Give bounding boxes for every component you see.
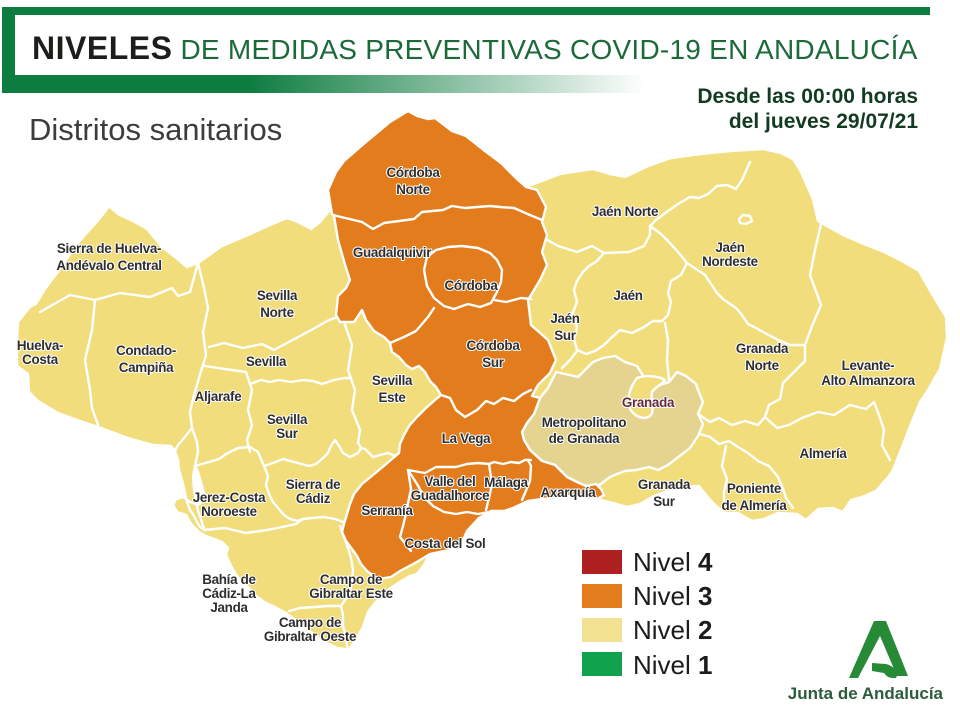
svg-text:Nordeste: Nordeste <box>702 254 758 269</box>
svg-text:Guadalquivir: Guadalquivir <box>353 245 432 260</box>
svg-text:Aljarafe: Aljarafe <box>195 389 242 404</box>
svg-text:Junta de Andalucía: Junta de Andalucía <box>788 684 944 703</box>
svg-text:Sevilla: Sevilla <box>246 354 287 369</box>
svg-text:Valle del: Valle del <box>425 474 476 489</box>
svg-text:Bahía de: Bahía de <box>202 572 255 587</box>
svg-text:Sur: Sur <box>482 355 505 370</box>
svg-text:Málaga: Málaga <box>484 475 528 490</box>
svg-text:Levante-: Levante- <box>842 358 895 373</box>
svg-text:Poniente: Poniente <box>727 481 781 496</box>
svg-text:La Vega: La Vega <box>442 431 491 446</box>
svg-text:Jaén: Jaén <box>613 288 642 303</box>
svg-text:Cádiz: Cádiz <box>296 491 331 506</box>
svg-text:Campiña: Campiña <box>119 360 174 375</box>
svg-text:Sur: Sur <box>276 426 299 441</box>
svg-text:Norte: Norte <box>396 182 429 197</box>
svg-text:Sierra de Huelva-: Sierra de Huelva- <box>57 241 161 256</box>
svg-text:Andévalo Central: Andévalo Central <box>56 258 161 273</box>
svg-text:Campo de: Campo de <box>279 615 341 630</box>
svg-text:Alto Almanzora: Alto Almanzora <box>821 373 915 388</box>
svg-text:Costa del Sol: Costa del Sol <box>405 536 486 551</box>
svg-text:Granada: Granada <box>736 341 789 356</box>
svg-text:Sevilla: Sevilla <box>372 373 413 388</box>
svg-text:Axarquía: Axarquía <box>541 485 597 500</box>
svg-text:Sur: Sur <box>554 328 577 343</box>
svg-text:Nivel 2: Nivel 2 <box>633 615 712 645</box>
svg-text:Córdoba: Córdoba <box>445 278 499 293</box>
svg-text:Jaén Norte: Jaén Norte <box>592 204 658 219</box>
svg-text:de Granada: de Granada <box>549 431 621 446</box>
svg-text:Almería: Almería <box>799 446 847 461</box>
svg-text:Noroeste: Noroeste <box>201 504 257 519</box>
svg-text:Janda: Janda <box>210 600 248 615</box>
svg-text:Jaén: Jaén <box>715 240 744 255</box>
svg-text:Condado-: Condado- <box>116 343 176 358</box>
svg-text:Metropolitano: Metropolitano <box>542 415 627 430</box>
svg-text:Serranía: Serranía <box>361 503 413 518</box>
svg-text:Cádiz-La: Cádiz-La <box>202 586 256 601</box>
svg-text:Jerez-Costa: Jerez-Costa <box>193 490 266 505</box>
svg-text:Norte: Norte <box>745 358 778 373</box>
svg-text:Gibraltar Oeste: Gibraltar Oeste <box>264 629 356 644</box>
svg-text:Sevilla: Sevilla <box>267 412 308 427</box>
svg-text:Norte: Norte <box>260 305 293 320</box>
svg-text:Jaén: Jaén <box>550 311 579 326</box>
svg-text:Granada: Granada <box>638 477 691 492</box>
svg-text:Nivel 3: Nivel 3 <box>633 581 712 611</box>
svg-text:Sur: Sur <box>653 494 676 509</box>
svg-text:Este: Este <box>378 390 405 405</box>
svg-text:Huelva-: Huelva- <box>17 338 63 353</box>
svg-text:Córdoba: Córdoba <box>387 165 441 180</box>
svg-text:Granada: Granada <box>622 395 675 410</box>
svg-text:Costa: Costa <box>22 352 59 367</box>
svg-text:Sevilla: Sevilla <box>257 288 298 303</box>
svg-text:Sierra de: Sierra de <box>286 477 341 492</box>
svg-text:Campo de: Campo de <box>320 572 382 587</box>
svg-text:Córdoba: Córdoba <box>467 338 521 353</box>
svg-text:Nivel 4: Nivel 4 <box>633 547 713 577</box>
svg-text:Guadalhorce: Guadalhorce <box>411 488 490 503</box>
svg-text:Nivel 1: Nivel 1 <box>633 650 712 680</box>
svg-text:de Almería: de Almería <box>722 498 788 513</box>
svg-text:Gibraltar Este: Gibraltar Este <box>309 586 393 601</box>
